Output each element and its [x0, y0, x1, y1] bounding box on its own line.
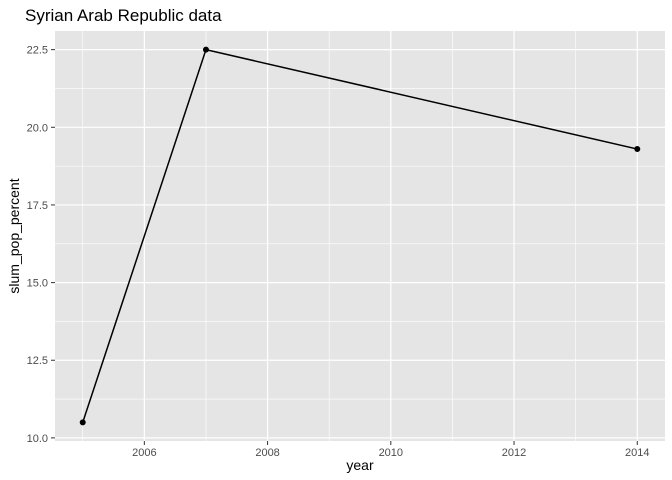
- grid-minor: [55, 31, 665, 441]
- x-tick-label: 2012: [502, 447, 526, 459]
- x-tick-label: 2010: [379, 447, 403, 459]
- y-axis-title: slum_pop_percent: [6, 178, 22, 293]
- y-axis: 10.0 12.5 15.0 17.5 20.0 22.5: [27, 45, 55, 445]
- data-points: [79, 46, 641, 426]
- data-point: [634, 146, 641, 153]
- y-tick-label: 15.0: [27, 278, 48, 290]
- x-tick-label: 2014: [625, 447, 649, 459]
- plot-panel: [55, 31, 665, 441]
- data-point: [202, 46, 209, 53]
- data-point: [79, 419, 86, 426]
- x-tick-label: 2006: [132, 447, 156, 459]
- y-tick-label: 17.5: [27, 200, 48, 212]
- x-tick-label: 2008: [255, 447, 279, 459]
- y-tick-label: 20.0: [27, 122, 48, 134]
- chart-title: Syrian Arab Republic data: [25, 6, 222, 25]
- x-axis: 2006 2008 2010 2012 2014: [132, 441, 650, 459]
- x-axis-title: year: [346, 457, 374, 473]
- y-tick-label: 22.5: [27, 45, 48, 57]
- y-tick-label: 10.0: [27, 433, 48, 445]
- y-tick-label: 12.5: [27, 355, 48, 367]
